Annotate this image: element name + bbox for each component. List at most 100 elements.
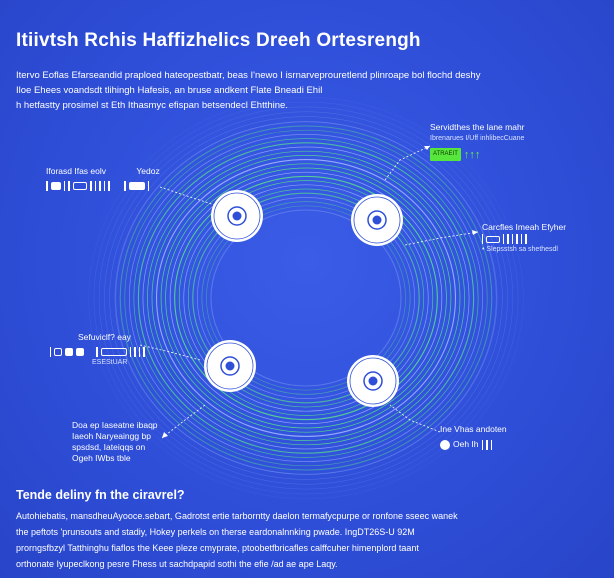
chip-icon	[101, 348, 127, 356]
callout-top-right: Servidthes the lane mahr Ibrenarues I/Uf…	[430, 122, 525, 161]
bar-icon	[50, 347, 51, 357]
concentric-rings	[88, 96, 524, 500]
callout-top-left: Iforasd Ifas eolv Yedoz	[46, 166, 160, 191]
bar-icon	[521, 234, 522, 244]
ring-line	[142, 146, 470, 450]
callout-label: Iforasd Ifas eolv	[46, 166, 107, 176]
footer-line: orthonate Iyupeclkong pesre Fhess ut sac…	[16, 559, 338, 569]
leader-line-mid-right	[404, 231, 479, 246]
leader-line-bottom-left	[161, 404, 206, 439]
ring-line	[124, 129, 488, 467]
ring-line	[192, 192, 420, 404]
ring-line	[133, 138, 479, 458]
ring-line	[165, 167, 447, 429]
bar-icon	[525, 234, 527, 244]
ring-line	[151, 155, 461, 441]
bar-icon	[90, 181, 92, 191]
node-bottom-right	[347, 355, 399, 407]
callout-line: Oeh Ih	[453, 439, 479, 449]
status-chip: ATRAEIT	[430, 148, 461, 161]
bar-icon	[130, 347, 131, 357]
chip-icon	[76, 348, 84, 356]
ring-line	[206, 205, 406, 391]
ring-line	[137, 142, 475, 454]
footer-title: Tende deliny fn the ciravrel?	[16, 488, 185, 502]
control-strip: Oeh Ih	[440, 439, 507, 450]
halo-line	[88, 96, 524, 500]
bar-icon	[503, 234, 504, 244]
leader-line-bottom-right	[389, 404, 441, 433]
control-strip	[482, 234, 566, 244]
bar-icon	[108, 181, 110, 191]
arrowhead	[424, 146, 430, 150]
control-strip: ATRAEIT ↑↑↑	[430, 148, 525, 161]
ring-line	[128, 134, 484, 462]
ring-line	[210, 209, 402, 387]
ring-line	[201, 201, 411, 395]
bar-icon	[96, 347, 98, 357]
chip-icon	[73, 182, 87, 190]
bar-icon	[507, 234, 509, 244]
node-top-left	[211, 190, 263, 242]
halo-line	[104, 111, 508, 485]
intro-line: h hetfastty prosimel st Eth Ithasmyc efi…	[16, 100, 288, 111]
bar-icon	[481, 439, 483, 450]
callout-label: Yedoz	[136, 166, 160, 176]
bar-icon	[68, 181, 70, 191]
callout-mid-right: Carcfles Imeah Efyher • Slepsstsh sa she…	[482, 222, 566, 255]
bar-icon	[64, 181, 65, 191]
page-title: Itiivtsh Rchis Haffizhelics Dreeh Ortesr…	[16, 30, 421, 51]
node-bottom-left	[204, 340, 256, 392]
leader-line-top-left	[159, 186, 216, 206]
callout-line: Carcfles Imeah Efyher	[482, 222, 567, 232]
leader-lines	[139, 145, 479, 439]
leader-arrowheads	[162, 146, 478, 438]
bar-icon	[485, 439, 488, 450]
ring-line	[187, 188, 425, 408]
callout-line: Servidthes the lane mahr	[430, 122, 525, 132]
ring-line	[197, 197, 415, 399]
callout-bottom-right: Ine Vhas andoten Oeh Ih	[440, 424, 507, 450]
ring-line	[147, 150, 465, 446]
bar-icon	[95, 181, 96, 191]
callout-line: Ine Vhas andoten	[440, 424, 507, 434]
bar-icon	[516, 234, 518, 244]
ring-line	[155, 159, 457, 437]
ring-line	[169, 171, 443, 425]
ring-line	[119, 125, 493, 471]
halo-line	[93, 101, 519, 495]
footer-line: prorngsfbzyl Tatthinghu fiaflos the Keee…	[16, 543, 419, 553]
chip-icon	[129, 182, 145, 190]
intro-text: Itervo Eoflas Efarseandid praploed hateo…	[16, 68, 556, 113]
halo-line	[114, 121, 498, 475]
callout-line: Iaeoh Naryeaingg bp	[72, 431, 151, 441]
callout-bottom-left: Doa ep Iaseatne ibaqp Iaeoh Naryeaingg b…	[72, 420, 158, 464]
ring-line	[174, 175, 438, 421]
footer-line: the peftots 'prunsouts and stadiy, Hokey…	[16, 527, 415, 537]
control-strip	[46, 181, 160, 191]
bar-icon	[139, 347, 140, 357]
ring-line	[115, 121, 497, 475]
callout-line: • Slepsstsh sa shethesdl	[482, 246, 558, 253]
callout-line: Doa ep Iaseatne ibaqp	[72, 420, 158, 430]
halo-line	[109, 116, 503, 480]
bar-icon	[512, 234, 513, 244]
bar-icon	[490, 439, 492, 450]
arrowhead	[162, 432, 168, 438]
footer-text: Autohiebatis, mansdheuAyooce.sebart, Gad…	[16, 508, 601, 572]
bar-icon	[148, 181, 149, 191]
control-strip	[50, 347, 145, 357]
chip-icon	[486, 235, 500, 243]
callout-line: Sefuviclf? eay	[78, 332, 131, 342]
bar-icon	[482, 234, 483, 244]
intro-line: Iloe Ehees voandsdt tlihingh Hafesis, an…	[16, 85, 323, 96]
bar-icon	[143, 347, 145, 357]
bar-icon	[104, 181, 105, 191]
intro-line: Itervo Eoflas Efarseandid praploed hateo…	[16, 70, 481, 81]
footer-line: Autohiebatis, mansdheuAyooce.sebart, Gad…	[16, 511, 458, 521]
chip-icon	[65, 348, 73, 356]
ring-line	[160, 163, 452, 433]
halo-line	[98, 106, 514, 490]
